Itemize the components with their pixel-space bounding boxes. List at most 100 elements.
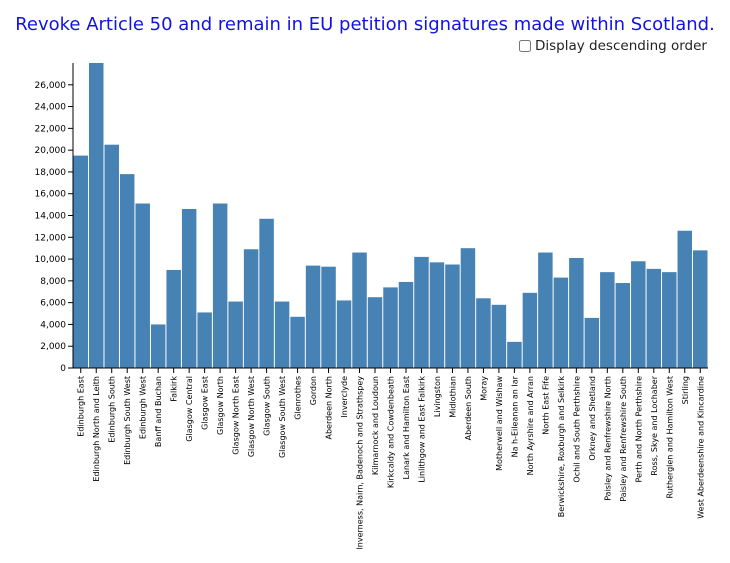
- x-tick-label: Rutherglen and Hamilton West: [665, 376, 674, 498]
- bar[interactable]: [166, 269, 181, 368]
- x-tick-label: Edinburgh South: [108, 376, 117, 443]
- bar[interactable]: [290, 316, 305, 368]
- y-tick-label: 12,000: [35, 233, 67, 243]
- bar[interactable]: [336, 300, 352, 368]
- bar[interactable]: [181, 208, 197, 368]
- x-tick-label: Glasgow South West: [278, 376, 287, 458]
- x-tick-label: Edinburgh North and Leith: [92, 376, 101, 482]
- x-axis: Edinburgh East Edinburgh North and Leith E…: [73, 367, 708, 550]
- bar[interactable]: [259, 218, 274, 368]
- bar[interactable]: [104, 144, 119, 368]
- bar[interactable]: [553, 277, 569, 368]
- x-tick-label: Berwickshire, Roxburgh and Selkirk: [557, 376, 566, 518]
- x-tick-label: Aberdeen North: [325, 376, 334, 440]
- x-tick-label: Glasgow North East: [232, 376, 241, 455]
- x-tick-label: Inverness, Nairn, Badenoch and Strathspe…: [356, 376, 365, 550]
- bar[interactable]: [135, 203, 150, 368]
- bar[interactable]: [584, 317, 600, 368]
- bar[interactable]: [274, 301, 290, 368]
- bar[interactable]: [522, 292, 538, 368]
- y-axis: 0 2,000 4,000 6,000 8,000 10,000 12,000 14,000 1…: [35, 63, 74, 374]
- x-tick-label: North Ayrshire and Arran: [526, 376, 535, 475]
- sort-descending-checkbox[interactable]: [519, 40, 531, 52]
- bar[interactable]: [429, 262, 445, 368]
- x-tick-label: Na h-Eileanan an Iar: [510, 375, 519, 457]
- bar[interactable]: [693, 250, 708, 368]
- x-tick-label: Aberdeen South: [464, 376, 473, 440]
- y-tick-label: 8,000: [40, 277, 66, 287]
- x-tick-label: Paisley and Renfrewshire North: [603, 376, 612, 501]
- sort-descending-label: Display descending order: [535, 38, 707, 54]
- bar[interactable]: [476, 298, 491, 368]
- sort-descending-toggle[interactable]: Display descending order: [519, 38, 707, 54]
- bar[interactable]: [414, 256, 429, 368]
- x-tick-label: Livingston: [433, 376, 442, 417]
- bar[interactable]: [383, 287, 398, 368]
- bar[interactable]: [305, 265, 321, 368]
- x-tick-label: Midlothian: [448, 376, 457, 418]
- x-tick-label: Edinburgh South West: [123, 376, 132, 465]
- x-tick-label: Ross, Skye and Lochaber: [650, 375, 659, 475]
- x-tick-label: North East Fife: [541, 376, 550, 435]
- y-tick-label: 18,000: [35, 168, 67, 178]
- y-tick-label: 2,000: [40, 342, 66, 352]
- x-tick-label: Perth and North Perthshire: [634, 376, 643, 483]
- bar[interactable]: [615, 283, 631, 368]
- bar[interactable]: [631, 261, 646, 368]
- x-tick-label: Glasgow South: [263, 376, 272, 436]
- x-tick-label: Glasgow North West: [247, 376, 256, 457]
- y-tick-label: 20,000: [35, 146, 67, 156]
- x-tick-label: Kilmarnock and Loudoun: [371, 376, 380, 475]
- y-tick-label: 0: [60, 364, 66, 374]
- x-tick-label: Glenrothes: [294, 376, 303, 420]
- bar[interactable]: [88, 63, 104, 368]
- x-tick-label: Edinburgh West: [139, 376, 148, 439]
- bar[interactable]: [228, 301, 243, 368]
- bar[interactable]: [507, 341, 522, 368]
- x-tick-label: Motherwell and Wishaw: [495, 376, 504, 471]
- bar[interactable]: [352, 252, 367, 368]
- bar[interactable]: [243, 249, 259, 368]
- x-tick-label: Paisley and Renfrewshire South: [619, 376, 628, 502]
- bar[interactable]: [212, 203, 228, 368]
- bar[interactable]: [119, 174, 135, 368]
- bar[interactable]: [460, 248, 476, 368]
- bar[interactable]: [150, 324, 166, 368]
- bar[interactable]: [662, 272, 677, 368]
- bar[interactable]: [677, 230, 693, 368]
- x-tick-label: Gordon: [309, 376, 318, 405]
- y-tick-label: 16,000: [35, 190, 67, 200]
- x-tick-label: Moray: [479, 376, 488, 401]
- x-tick-label: Glasgow East: [201, 376, 210, 430]
- x-tick-label: Ochil and South Perthshire: [572, 376, 581, 483]
- x-tick-label: Lanark and Hamilton East: [402, 376, 411, 479]
- x-tick-label: Banff and Buchan: [154, 376, 163, 447]
- bar[interactable]: [491, 304, 507, 368]
- x-tick-label: West Aberdeenshire and Kincardine: [696, 376, 705, 519]
- bar[interactable]: [398, 281, 414, 368]
- bar[interactable]: [197, 312, 212, 368]
- y-tick-label: 4,000: [40, 320, 66, 330]
- x-tick-label: Kirkcaldy and Cowdenbeath: [387, 376, 396, 488]
- chart-title: Revoke Article 50 and remain in EU petit…: [15, 14, 715, 35]
- bar[interactable]: [445, 264, 460, 368]
- y-tick-label: 6,000: [40, 299, 66, 309]
- bar[interactable]: [73, 155, 88, 368]
- x-tick-label: Glasgow North: [216, 376, 225, 435]
- bar[interactable]: [321, 266, 336, 368]
- x-tick-label: Glasgow Central: [185, 376, 194, 442]
- x-tick-label: Linlithgow and East Falkirk: [417, 376, 426, 483]
- bar[interactable]: [646, 268, 662, 369]
- y-tick-label: 10,000: [35, 255, 67, 265]
- y-tick-label: 14,000: [35, 212, 67, 222]
- bars-group: [73, 63, 708, 369]
- bar[interactable]: [569, 257, 584, 368]
- y-tick-label: 22,000: [35, 124, 67, 134]
- bar[interactable]: [367, 297, 383, 368]
- y-tick-label: 24,000: [35, 103, 67, 113]
- x-tick-label: Inverclyde: [340, 376, 349, 418]
- bar[interactable]: [600, 272, 615, 368]
- x-tick-label: Orkney and Shetland: [588, 376, 597, 461]
- bar[interactable]: [538, 252, 553, 368]
